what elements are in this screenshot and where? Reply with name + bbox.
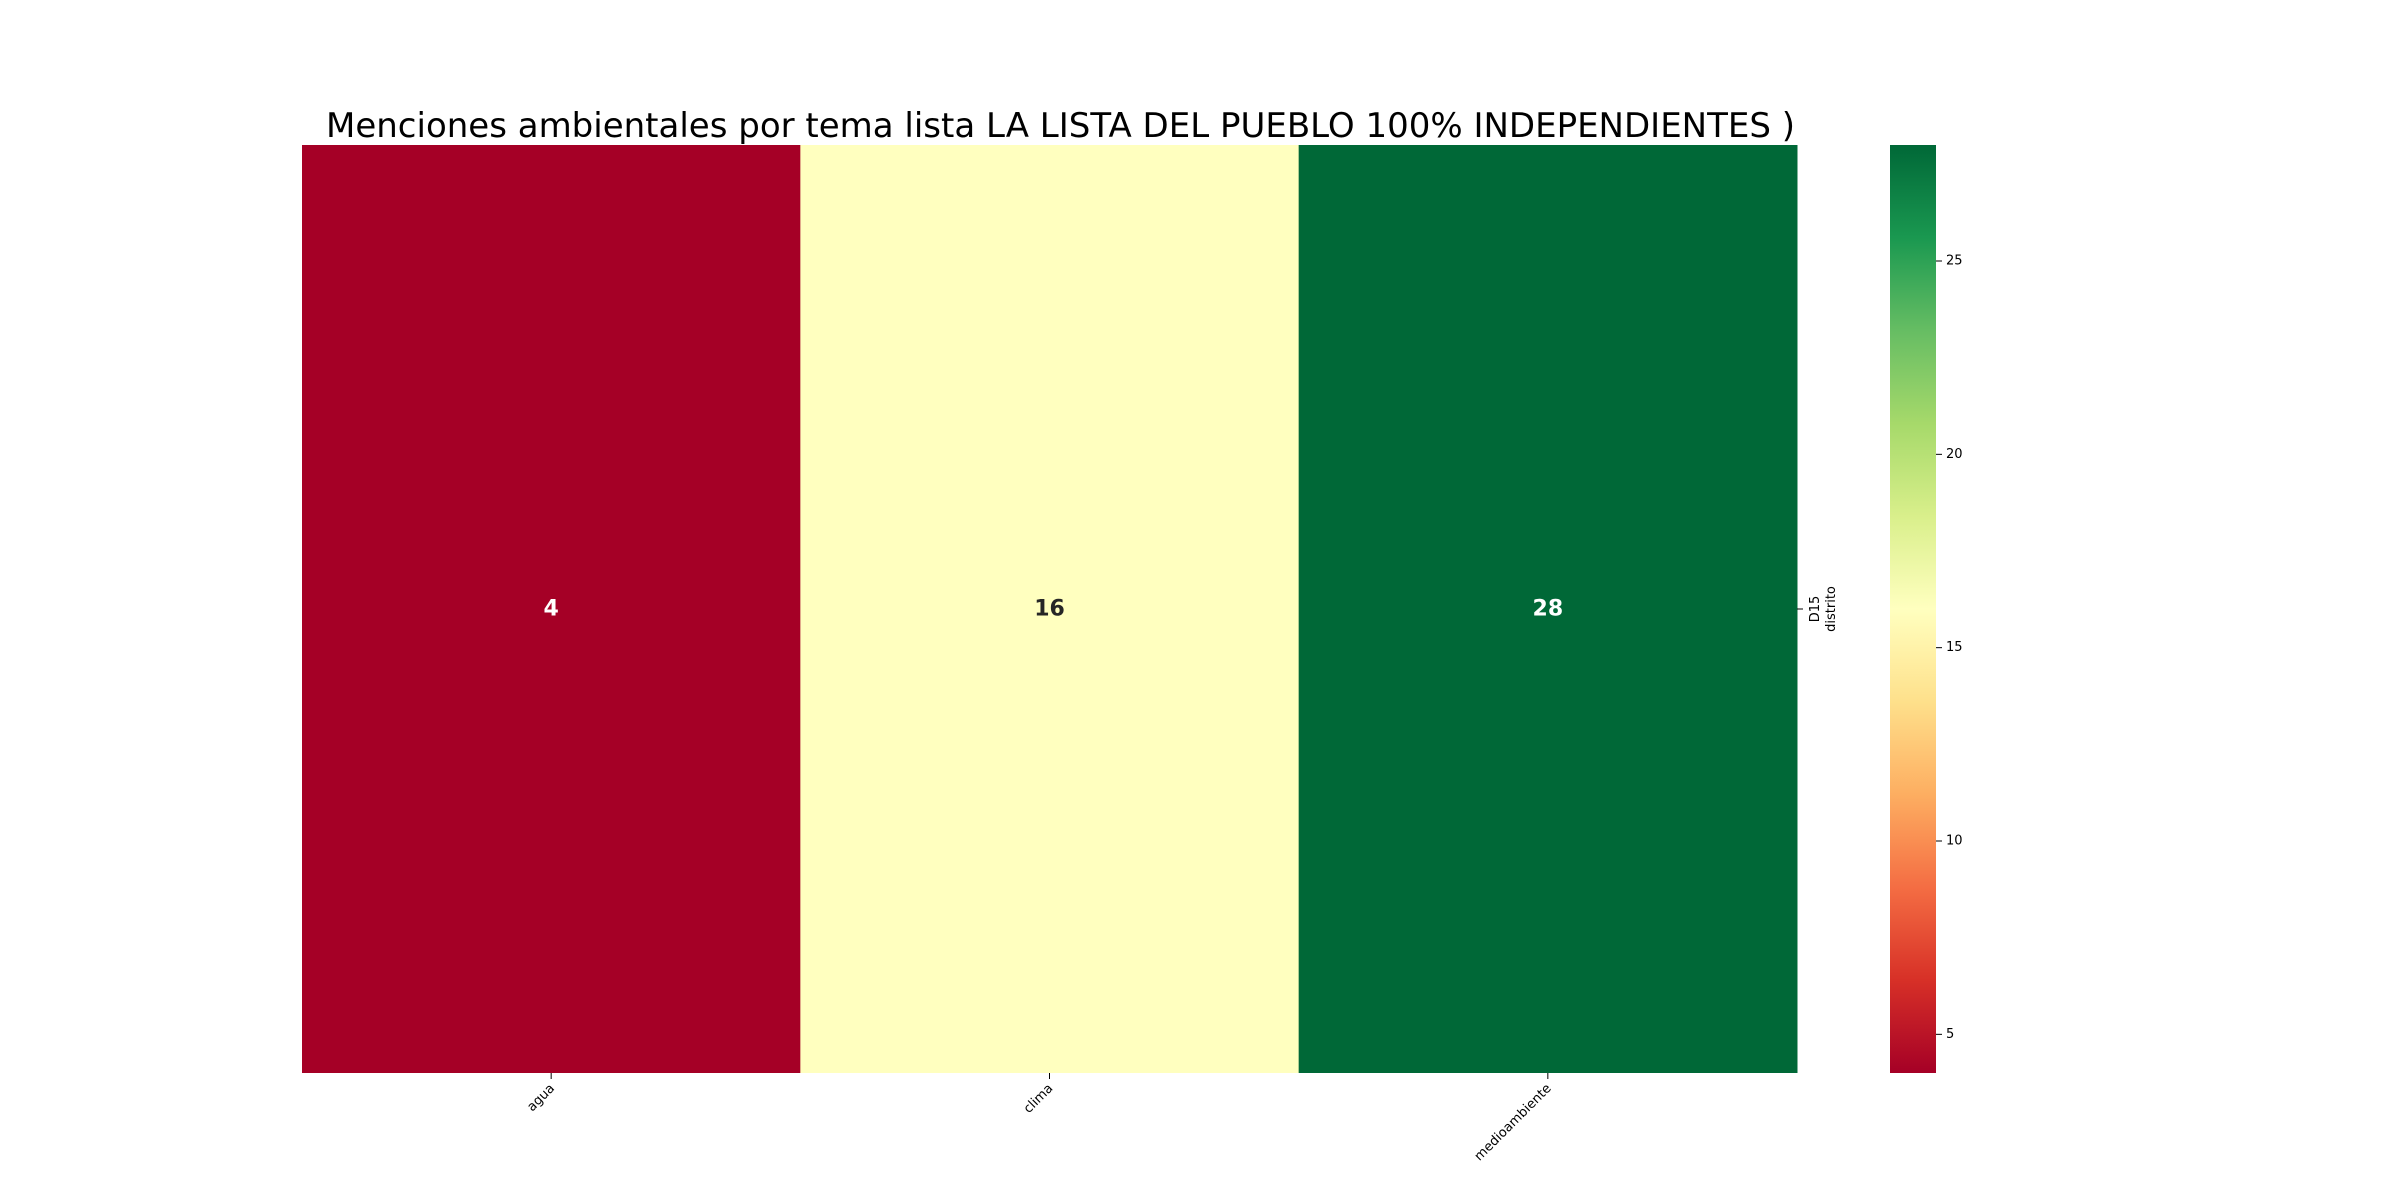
cell-value-label: 16 (1034, 597, 1065, 622)
heatmap-cell (302, 145, 801, 1073)
colorbar-tick-label: 20 (1946, 447, 1963, 462)
chart-title: Menciones ambientales por tema lista LA … (326, 106, 1795, 146)
x-tick-label: agua (524, 1081, 558, 1115)
heatmap-cell (1298, 145, 1798, 1073)
cell-value-label: 28 (1533, 597, 1564, 622)
x-tick-label: medioambiente (1472, 1081, 1555, 1164)
y-tick-label: D15 (1808, 596, 1823, 623)
colorbar-gradient (1890, 145, 1936, 1073)
colorbar-tick-label: 15 (1946, 640, 1963, 655)
colorbar-tick-label: 25 (1946, 254, 1963, 269)
y-axis-label: distrito (1824, 586, 1839, 632)
cell-value-label: 4 (544, 597, 559, 622)
colorbar-tick-label: 10 (1946, 834, 1963, 849)
colorbar: 5 10 15 20 25 (1890, 145, 1963, 1073)
y-axis-ticks: D15 distrito (1797, 586, 1839, 632)
heatmap-cell (800, 145, 1300, 1073)
x-axis-ticks: agua clima medioambiente (524, 1073, 1555, 1164)
colorbar-tick-label: 5 (1946, 1027, 1954, 1042)
x-tick-label: clima (1021, 1081, 1056, 1116)
heatmap-cells: 4 16 28 (302, 145, 1798, 1073)
